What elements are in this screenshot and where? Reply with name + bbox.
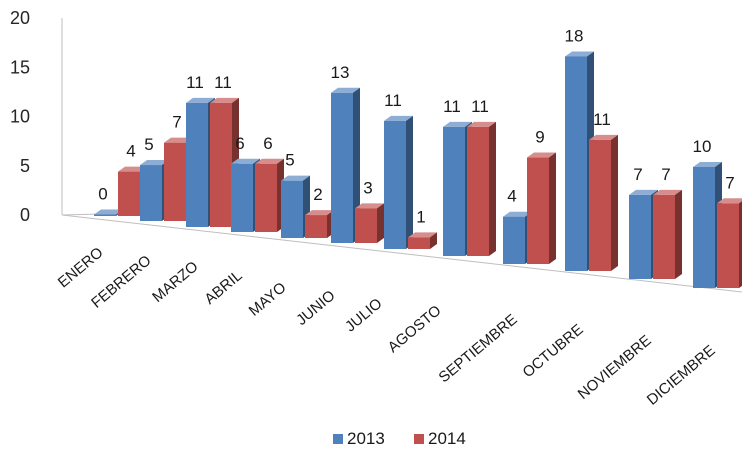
- bar-2013-julio: [384, 115, 413, 250]
- y-tick-label: 15: [10, 57, 30, 77]
- x-tick-label: OCTUBRE: [519, 321, 586, 381]
- data-label-2013-diciembre: 10: [693, 137, 712, 156]
- x-tick-label: JUNIO: [293, 287, 338, 329]
- bar-2013-junio: [331, 87, 360, 243]
- x-tick-label: DICIEMBRE: [644, 342, 719, 409]
- legend-label-2014: 2014: [428, 429, 466, 448]
- data-label-2014-junio: 3: [363, 178, 372, 197]
- bar-2014-mayo: [305, 210, 334, 238]
- data-label-2014-diciembre: 7: [725, 173, 734, 192]
- x-tick-label: JULIO: [342, 295, 385, 335]
- x-tick-label: MAYO: [246, 279, 290, 320]
- data-label-2013-mayo: 5: [285, 151, 294, 170]
- legend-swatch-2013: [333, 434, 343, 444]
- bar-2014-diciembre: [717, 198, 742, 288]
- data-label-2013-agosto: 11: [443, 97, 461, 116]
- y-tick-label: 20: [10, 8, 30, 28]
- data-label-2013-junio: 13: [331, 63, 350, 82]
- data-label-2014-noviembre: 7: [661, 165, 670, 184]
- data-label-2014-febrero: 7: [172, 113, 181, 132]
- data-label-2013-noviembre: 7: [633, 165, 642, 184]
- bar-2014-abril: [255, 158, 284, 232]
- bar-2014-noviembre: [653, 189, 682, 279]
- x-tick-label: AGOSTO: [385, 302, 445, 356]
- bar-2014-agosto: [467, 121, 496, 257]
- floor-side-line: [61, 213, 101, 216]
- data-label-2014-julio: 1: [416, 207, 425, 226]
- data-label-2013-febrero: 5: [144, 135, 153, 154]
- data-label-2014-octubre: 11: [593, 110, 611, 129]
- bar-2014-septiembre: [527, 152, 556, 264]
- data-label-2013-enero: 0: [98, 185, 107, 204]
- legend-label-2013: 2013: [347, 429, 385, 448]
- y-tick-label: 10: [10, 107, 30, 127]
- y-tick-label: 5: [20, 156, 30, 176]
- data-label-2014-enero: 4: [126, 142, 135, 161]
- data-label-2014-agosto: 11: [471, 97, 489, 116]
- data-label-2013-octubre: 18: [565, 26, 584, 45]
- x-tick-label: ABRIL: [201, 267, 245, 308]
- data-label-2013-abril: 6: [235, 134, 244, 153]
- data-label-2013-septiembre: 4: [507, 187, 516, 206]
- bar-2014-junio: [355, 203, 384, 243]
- x-tick-label: MARZO: [149, 258, 201, 306]
- x-tick-label: NOVIEMBRE: [575, 332, 655, 403]
- legend-swatch-2014: [414, 434, 424, 444]
- y-tick-label: 0: [20, 205, 30, 225]
- data-label-2014-abril: 6: [263, 134, 272, 153]
- bar-2014-octubre: [589, 134, 618, 271]
- x-tick-label: ENERO: [55, 244, 107, 291]
- data-label-2013-marzo: 11: [186, 73, 204, 92]
- x-tick-label: SEPTIEMBRE: [436, 311, 521, 386]
- data-label-2014-mayo: 2: [313, 185, 322, 204]
- data-label-2013-julio: 11: [384, 91, 402, 110]
- bar-2014-julio: [408, 232, 437, 249]
- floor-edge-line: [61, 214, 742, 293]
- data-label-2014-marzo: 11: [214, 73, 232, 92]
- bar-2013-mayo: [281, 175, 310, 238]
- data-label-2014-septiembre: 9: [535, 128, 544, 147]
